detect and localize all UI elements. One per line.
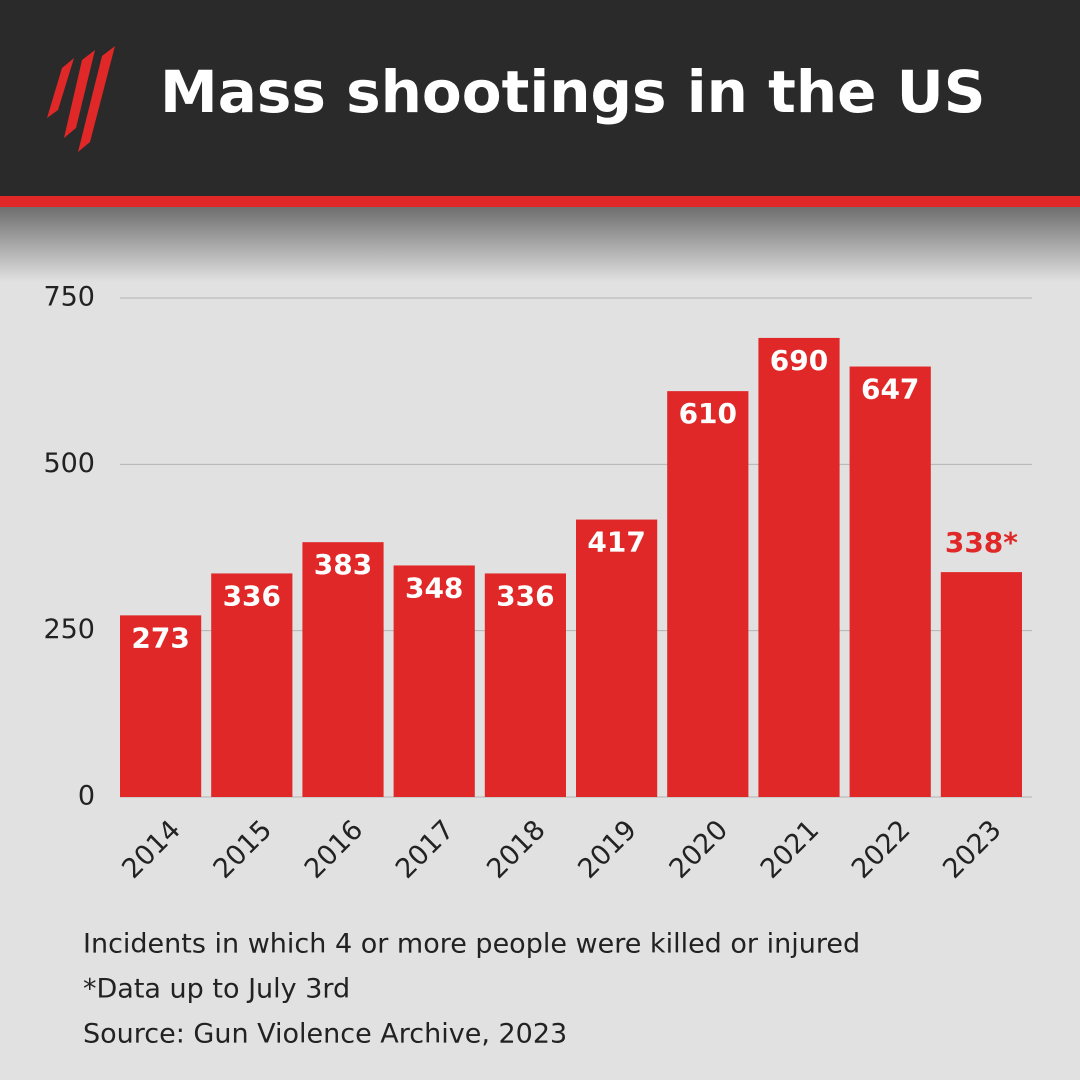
header-stripe [0,196,1080,207]
bar [576,519,658,797]
y-tick-label: 750 [43,282,95,313]
header [0,0,1080,196]
note: Incidents in which 4 or more people were… [83,929,860,960]
value-label: 348 [405,571,463,604]
bar [120,615,202,797]
value-label: 383 [314,548,372,581]
value-label: 417 [587,526,645,559]
bar [302,542,384,797]
bar [484,573,566,797]
header-shadow [0,207,1080,282]
value-label: 610 [679,397,737,430]
note: *Data up to July 3rd [83,974,350,1005]
bar [849,366,931,797]
bar [667,391,749,797]
y-tick-label: 0 [78,781,95,812]
value-label: 647 [861,373,919,406]
value-label: 273 [131,621,189,654]
bar [211,573,293,797]
value-label: 336 [496,579,554,612]
bar [940,572,1022,797]
y-tick-label: 500 [43,448,95,479]
logo [47,46,115,152]
bar [758,337,840,797]
note: Source: Gun Violence Archive, 2023 [83,1019,567,1050]
value-label: 338* [945,526,1018,559]
value-label: 336 [223,579,281,612]
bar [393,565,475,797]
y-tick-label: 250 [43,614,95,645]
value-label: 690 [770,344,828,377]
chart-title: Mass shootings in the US [160,58,986,126]
